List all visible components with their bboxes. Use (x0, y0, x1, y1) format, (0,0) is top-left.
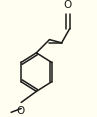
Text: O: O (64, 0, 72, 10)
Text: O: O (17, 106, 25, 116)
